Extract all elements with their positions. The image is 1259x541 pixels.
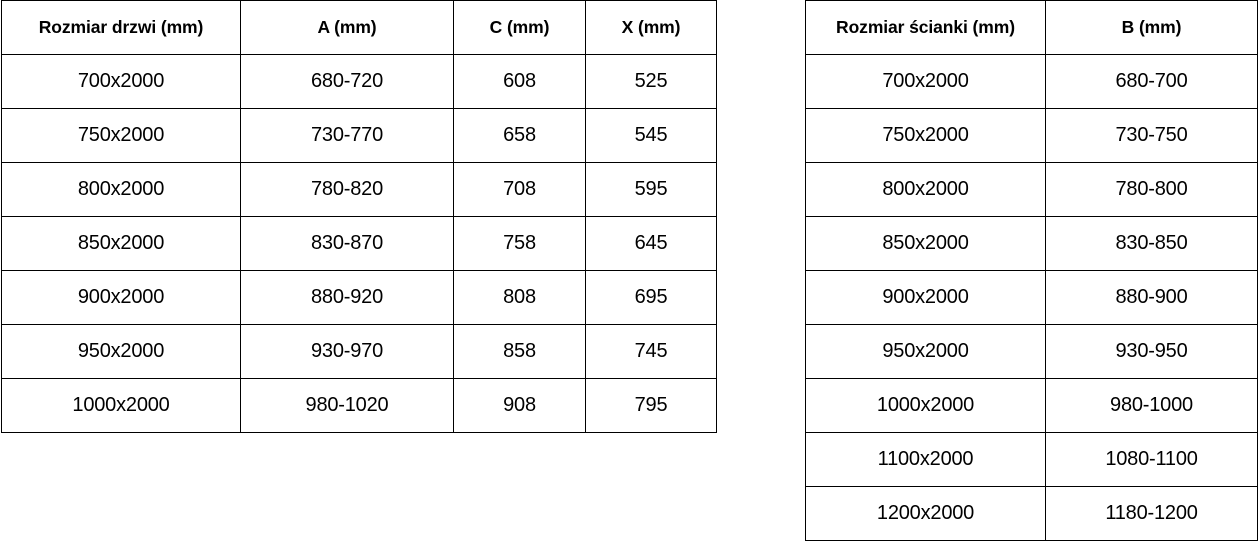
cell-wall-size: 1000x2000 — [805, 378, 1046, 433]
table-row: 800x2000 780-820 708 595 — [1, 162, 717, 217]
cell-door-size: 800x2000 — [1, 162, 241, 217]
table-row: 1000x2000 980-1020 908 795 — [1, 378, 717, 433]
cell-c: 758 — [453, 216, 586, 271]
cell-door-size: 950x2000 — [1, 324, 241, 379]
cell-wall-size: 800x2000 — [805, 162, 1046, 217]
table-row: 950x2000 930-970 858 745 — [1, 324, 717, 379]
table-row: 850x2000 830-870 758 645 — [1, 216, 717, 271]
cell-b: 930-950 — [1045, 324, 1258, 379]
cell-a: 980-1020 — [240, 378, 454, 433]
door-table-body: 700x2000 680-720 608 525 750x2000 730-77… — [1, 54, 717, 433]
cell-wall-size: 700x2000 — [805, 54, 1046, 109]
column-header-c: C (mm) — [453, 0, 586, 55]
cell-x: 595 — [585, 162, 717, 217]
column-header-door-size: Rozmiar drzwi (mm) — [1, 0, 241, 55]
table-row: 750x2000 730-750 — [805, 108, 1258, 163]
cell-a: 830-870 — [240, 216, 454, 271]
cell-wall-size: 1100x2000 — [805, 432, 1046, 487]
cell-a: 930-970 — [240, 324, 454, 379]
cell-b: 780-800 — [1045, 162, 1258, 217]
cell-wall-size: 850x2000 — [805, 216, 1046, 271]
cell-c: 858 — [453, 324, 586, 379]
cell-door-size: 900x2000 — [1, 270, 241, 325]
table-row: 800x2000 780-800 — [805, 162, 1258, 217]
column-header-wall-size: Rozmiar ścianki (mm) — [805, 0, 1046, 55]
table-header-row: Rozmiar ścianki (mm) B (mm) — [805, 0, 1258, 55]
cell-wall-size: 750x2000 — [805, 108, 1046, 163]
cell-x: 645 — [585, 216, 717, 271]
cell-a: 780-820 — [240, 162, 454, 217]
table-row: 1100x2000 1080-1100 — [805, 432, 1258, 487]
table-row: 900x2000 880-900 — [805, 270, 1258, 325]
cell-c: 708 — [453, 162, 586, 217]
cell-x: 695 — [585, 270, 717, 325]
cell-door-size: 1000x2000 — [1, 378, 241, 433]
cell-c: 808 — [453, 270, 586, 325]
table-row: 900x2000 880-920 808 695 — [1, 270, 717, 325]
table-row: 1200x2000 1180-1200 — [805, 486, 1258, 541]
cell-b: 1080-1100 — [1045, 432, 1258, 487]
cell-x: 525 — [585, 54, 717, 109]
cell-x: 745 — [585, 324, 717, 379]
cell-b: 730-750 — [1045, 108, 1258, 163]
door-dimensions-table: Rozmiar drzwi (mm) A (mm) C (mm) X (mm) … — [1, 0, 717, 433]
column-header-x: X (mm) — [585, 0, 717, 55]
cell-a: 880-920 — [240, 270, 454, 325]
cell-wall-size: 1200x2000 — [805, 486, 1046, 541]
table-row: 700x2000 680-720 608 525 — [1, 54, 717, 109]
table-header-row: Rozmiar drzwi (mm) A (mm) C (mm) X (mm) — [1, 0, 717, 55]
column-header-b: B (mm) — [1045, 0, 1258, 55]
cell-door-size: 750x2000 — [1, 108, 241, 163]
cell-c: 658 — [453, 108, 586, 163]
table-row: 950x2000 930-950 — [805, 324, 1258, 379]
table-row: 850x2000 830-850 — [805, 216, 1258, 271]
cell-door-size: 700x2000 — [1, 54, 241, 109]
cell-c: 608 — [453, 54, 586, 109]
table-row: 750x2000 730-770 658 545 — [1, 108, 717, 163]
cell-door-size: 850x2000 — [1, 216, 241, 271]
cell-x: 795 — [585, 378, 717, 433]
cell-a: 730-770 — [240, 108, 454, 163]
wall-panel-dimensions-table: Rozmiar ścianki (mm) B (mm) 700x2000 680… — [805, 0, 1258, 541]
cell-b: 980-1000 — [1045, 378, 1258, 433]
cell-wall-size: 900x2000 — [805, 270, 1046, 325]
cell-b: 1180-1200 — [1045, 486, 1258, 541]
cell-b: 830-850 — [1045, 216, 1258, 271]
wall-table-header: Rozmiar ścianki (mm) B (mm) — [805, 0, 1258, 55]
table-row: 700x2000 680-700 — [805, 54, 1258, 109]
wall-table-body: 700x2000 680-700 750x2000 730-750 800x20… — [805, 54, 1258, 541]
cell-b: 680-700 — [1045, 54, 1258, 109]
column-header-a: A (mm) — [240, 0, 454, 55]
cell-a: 680-720 — [240, 54, 454, 109]
cell-x: 545 — [585, 108, 717, 163]
cell-b: 880-900 — [1045, 270, 1258, 325]
door-table-header: Rozmiar drzwi (mm) A (mm) C (mm) X (mm) — [1, 0, 717, 55]
table-row: 1000x2000 980-1000 — [805, 378, 1258, 433]
cell-wall-size: 950x2000 — [805, 324, 1046, 379]
cell-c: 908 — [453, 378, 586, 433]
